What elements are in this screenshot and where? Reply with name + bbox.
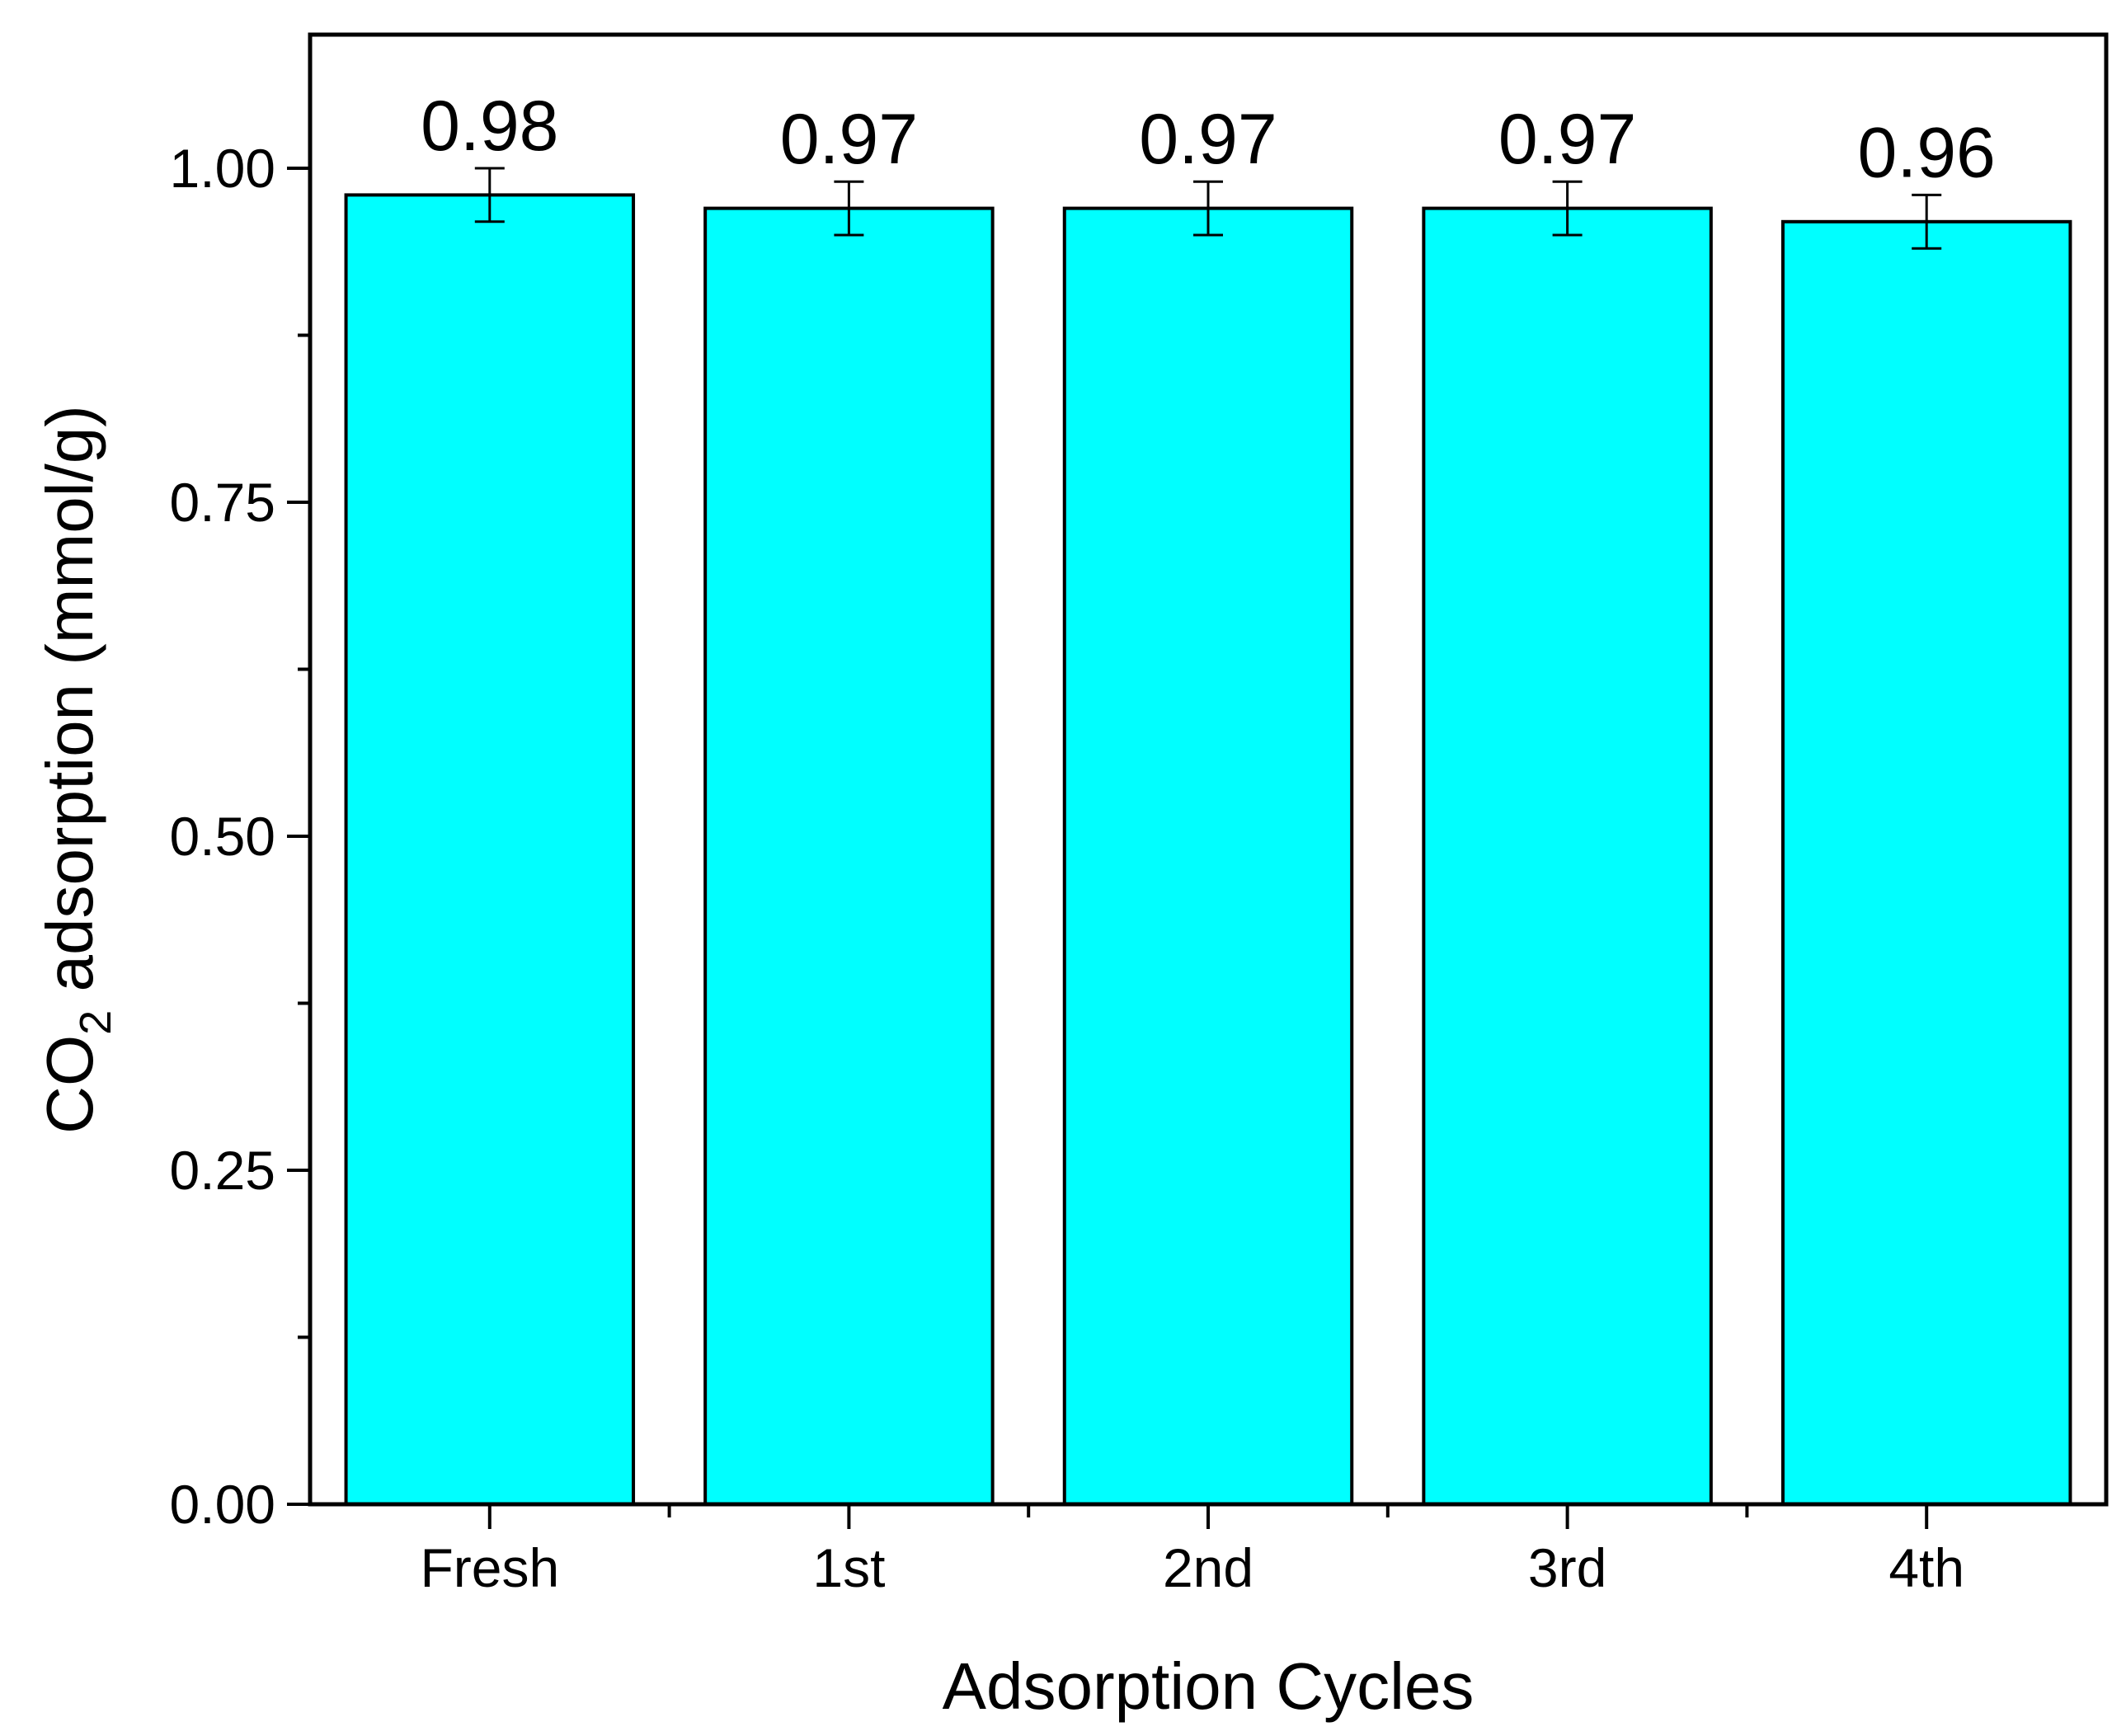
y-tick-label: 0.00 xyxy=(170,1474,275,1535)
error-bars-layer xyxy=(474,167,1942,250)
value-labels-layer: 0.98 0.97 0.97 0.97 0.96 xyxy=(421,87,1996,192)
value-label-3rd: 0.97 xyxy=(1498,100,1636,179)
bar-2nd xyxy=(1062,206,1354,1507)
y-tick-label: 0.50 xyxy=(170,806,275,867)
bar-4th xyxy=(1780,219,2072,1506)
y-tick-label: 0.75 xyxy=(170,472,275,533)
bars-layer xyxy=(344,193,2072,1507)
y-tick-label: 0.25 xyxy=(170,1140,275,1201)
x-axis: Fresh 1st 2nd 3rd 4th xyxy=(420,1504,1964,1598)
x-tick-label-3rd: 3rd xyxy=(1528,1537,1606,1598)
bar-fresh xyxy=(344,193,636,1506)
bar-3rd xyxy=(1422,206,1713,1507)
x-tick-label-1st: 1st xyxy=(812,1537,885,1598)
x-axis-title: Adsorption Cycles xyxy=(943,1649,1475,1723)
y-axis: 0.00 0.25 0.50 0.75 1.00 xyxy=(170,138,310,1535)
y-axis-title: CO2 adsorption (mmol/g) xyxy=(33,405,120,1134)
y-axis-title-subscript: 2 xyxy=(71,1010,120,1035)
y-axis-title-prefix: CO xyxy=(33,1035,106,1134)
value-label-1st: 0.97 xyxy=(780,100,918,179)
bar-1st xyxy=(703,206,995,1507)
value-label-2nd: 0.97 xyxy=(1139,100,1277,179)
y-tick-label: 1.00 xyxy=(170,138,275,199)
x-tick-label-fresh: Fresh xyxy=(420,1537,559,1598)
x-tick-label-2nd: 2nd xyxy=(1163,1537,1253,1598)
value-label-4th: 0.96 xyxy=(1858,113,1996,192)
x-tick-label-4th: 4th xyxy=(1888,1537,1964,1598)
y-axis-title-suffix: adsorption (mmol/g) xyxy=(33,405,106,1010)
value-label-fresh: 0.98 xyxy=(421,87,558,166)
